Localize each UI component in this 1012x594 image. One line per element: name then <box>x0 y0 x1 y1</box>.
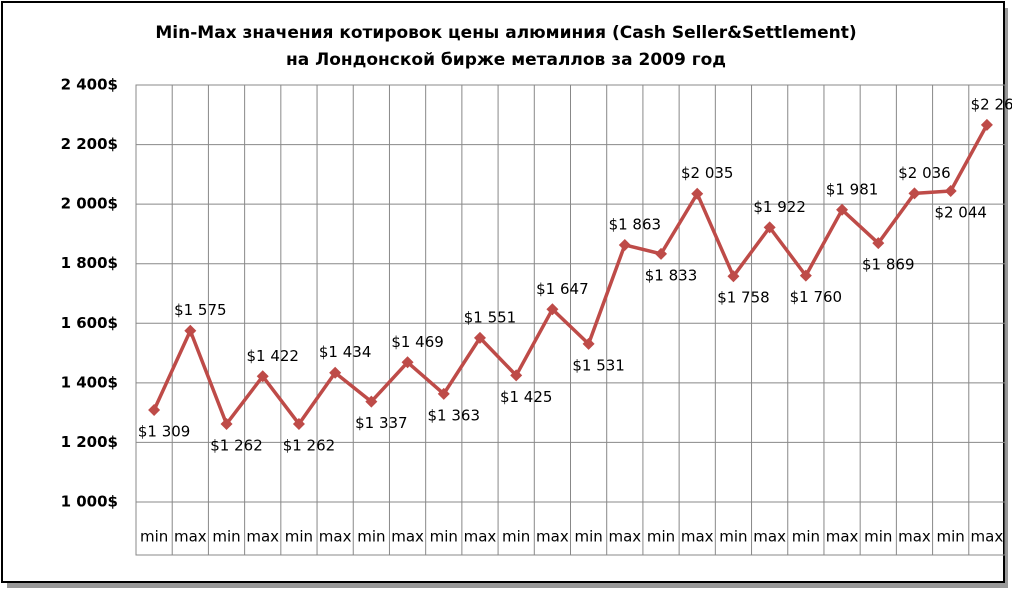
data-label: $1 981 <box>826 180 879 198</box>
marker <box>582 337 595 350</box>
x-tick-label: min <box>502 528 530 546</box>
x-tick-label: min <box>719 528 747 546</box>
y-tick-label: 1 400$ <box>61 373 118 391</box>
data-label: $1 531 <box>572 356 625 374</box>
marker <box>655 247 668 260</box>
marker <box>437 387 450 400</box>
data-label: $1 363 <box>428 406 481 424</box>
marker <box>618 238 631 251</box>
marker <box>763 221 776 234</box>
data-label: $2 044 <box>934 204 987 222</box>
marker <box>546 303 559 316</box>
y-tick-label: 1 200$ <box>61 433 118 451</box>
y-tick-label: 1 600$ <box>61 314 118 332</box>
marker <box>473 331 486 344</box>
marker <box>691 187 704 200</box>
marker <box>510 369 523 382</box>
x-tick-label: min <box>937 528 965 546</box>
data-label: $2 266 <box>971 95 1012 113</box>
marker <box>220 417 233 430</box>
marker <box>872 237 885 250</box>
x-tick-label: max <box>174 528 207 546</box>
marker <box>401 356 414 369</box>
x-tick-label: max <box>826 528 859 546</box>
data-label: $1 337 <box>355 414 408 432</box>
data-label: $1 422 <box>246 347 299 365</box>
data-label: $1 863 <box>609 215 662 233</box>
y-tick-label: 1 800$ <box>61 254 118 272</box>
y-tick-label: 2 200$ <box>61 135 118 153</box>
marker <box>836 203 849 216</box>
x-tick-label: min <box>285 528 313 546</box>
x-tick-label: max <box>391 528 424 546</box>
x-tick-label: min <box>140 528 168 546</box>
data-label: $1 309 <box>138 422 191 440</box>
x-tick-label: max <box>971 528 1004 546</box>
marker <box>799 269 812 282</box>
data-label: $2 036 <box>898 164 951 182</box>
data-label: $1 869 <box>862 256 915 274</box>
data-label: $1 262 <box>283 436 336 454</box>
x-tick-label: min <box>357 528 385 546</box>
marker <box>944 185 957 198</box>
data-label: $1 425 <box>500 388 553 406</box>
x-tick-label: min <box>574 528 602 546</box>
marker <box>256 370 269 383</box>
x-tick-label: min <box>212 528 240 546</box>
marker <box>329 366 342 379</box>
x-tick-label: min <box>430 528 458 546</box>
x-tick-label: max <box>246 528 279 546</box>
marker <box>184 324 197 337</box>
x-tick-label: min <box>647 528 675 546</box>
plot-frame <box>135 84 1006 556</box>
data-label: $1 922 <box>753 198 806 216</box>
chart-title: на Лондонской бирже металлов за 2009 год <box>286 50 726 70</box>
data-label: $1 262 <box>210 436 263 454</box>
data-label: $1 760 <box>790 288 843 306</box>
x-tick-label: max <box>608 528 641 546</box>
marker <box>908 187 921 200</box>
marker <box>980 118 993 131</box>
x-tick-label: max <box>898 528 931 546</box>
chart-title: Min-Max значения котировок цены алюминия… <box>155 23 856 43</box>
marker <box>148 403 161 416</box>
data-label: $1 434 <box>319 343 372 361</box>
marker <box>727 270 740 283</box>
y-tick-label: 2 400$ <box>61 76 118 94</box>
x-tick-label: min <box>864 528 892 546</box>
y-tick-label: 2 000$ <box>61 195 118 213</box>
data-label: $1 833 <box>645 266 698 284</box>
x-tick-label: max <box>681 528 714 546</box>
chart-frame <box>1 1 1005 583</box>
data-label: $1 758 <box>717 289 770 307</box>
marker <box>292 417 305 430</box>
x-tick-label: max <box>464 528 497 546</box>
data-label: $1 575 <box>174 301 227 319</box>
x-tick-label: max <box>319 528 352 546</box>
data-label: $1 551 <box>464 308 517 326</box>
x-tick-label: max <box>753 528 786 546</box>
x-tick-label: max <box>536 528 569 546</box>
x-tick-label: min <box>792 528 820 546</box>
marker <box>365 395 378 408</box>
y-tick-label: 1 000$ <box>61 493 118 511</box>
data-label: $1 469 <box>391 333 444 351</box>
data-label: $2 035 <box>681 164 734 182</box>
data-label: $1 647 <box>536 280 589 298</box>
line <box>152 124 989 426</box>
